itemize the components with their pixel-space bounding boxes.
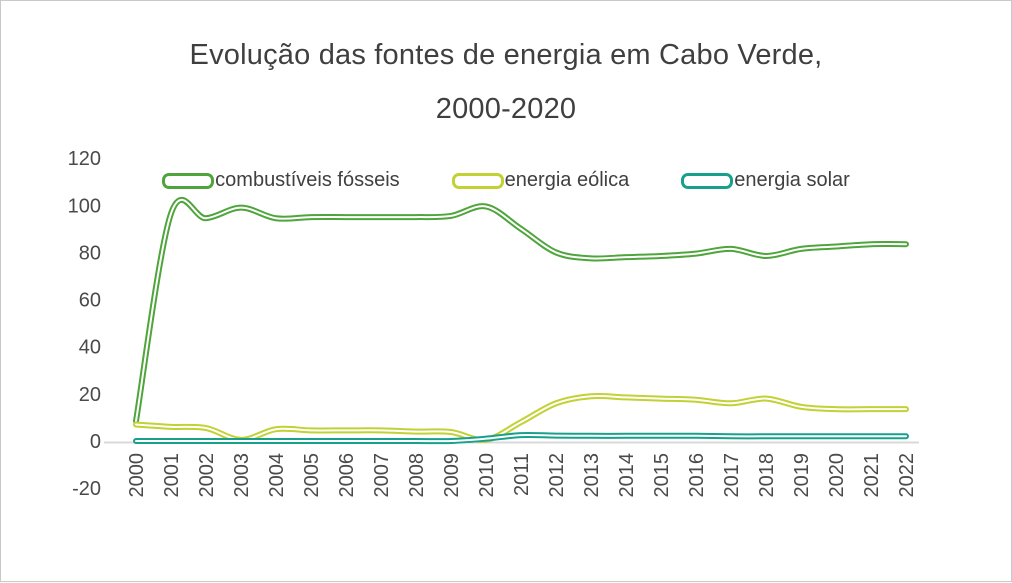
y-tick-label: 100	[68, 195, 101, 217]
legend-label: combustíveis fósseis	[215, 169, 400, 191]
x-tick-label: 2011	[511, 453, 533, 496]
legend-label: energia eólica	[504, 169, 630, 191]
legend-line-marker-solar	[681, 172, 734, 189]
legend-line-marker-wind	[451, 172, 504, 189]
y-tick-label: 80	[79, 242, 101, 264]
y-tick-label: -20	[72, 478, 101, 500]
x-tick-label: 2017	[721, 453, 743, 498]
x-tick-label: 2022	[896, 453, 918, 498]
x-tick-label: 2015	[651, 453, 673, 498]
chart-title: Evolução das fontes de energia em Cabo V…	[189, 39, 823, 125]
series-line-fossil-core	[135, 198, 907, 422]
x-tick-label: 2020	[826, 453, 848, 498]
y-tick-label: 40	[79, 337, 101, 359]
x-tick-label: 2012	[546, 453, 568, 498]
legend-item-wind[interactable]: energia eólica	[451, 169, 630, 192]
x-tick-label: 2007	[371, 453, 393, 498]
legend-line-marker-fossil	[162, 172, 215, 189]
x-tick-label: 2018	[756, 453, 778, 498]
series-line-solar-core	[135, 433, 907, 443]
x-tick-label: 2014	[616, 453, 638, 498]
x-tick-label: 2001	[161, 453, 183, 498]
x-tick-label: 2000	[126, 453, 148, 498]
series-line-fossil	[133, 196, 909, 424]
x-tick-label: 2019	[791, 453, 813, 498]
legend-item-fossil[interactable]: combustíveis fósseis	[162, 169, 400, 192]
y-tick-label: 0	[90, 431, 101, 453]
x-tick-label: 2009	[441, 453, 463, 498]
x-tick-label: 2008	[406, 453, 428, 498]
legend-item-solar[interactable]: energia solar	[681, 169, 850, 192]
x-tick-label: 2003	[231, 453, 253, 498]
x-tick-label: 2004	[266, 453, 288, 498]
y-tick-label: 60	[79, 290, 101, 312]
x-tick-label: 2021	[861, 453, 883, 498]
x-tick-label: 2010	[476, 453, 498, 498]
x-tick-label: 2006	[336, 453, 358, 498]
legend: combustíveis fósseis energia eólica ener…	[1, 169, 1011, 192]
x-tick-label: 2013	[581, 453, 603, 498]
legend-label: energia solar	[734, 169, 850, 191]
y-tick-label: 120	[68, 148, 101, 170]
series-line-wind-core	[135, 394, 907, 442]
x-tick-label: 2005	[301, 453, 323, 498]
y-tick-label: 20	[79, 384, 101, 406]
x-tick-label: 2002	[196, 453, 218, 498]
x-tick-label: 2016	[686, 453, 708, 498]
